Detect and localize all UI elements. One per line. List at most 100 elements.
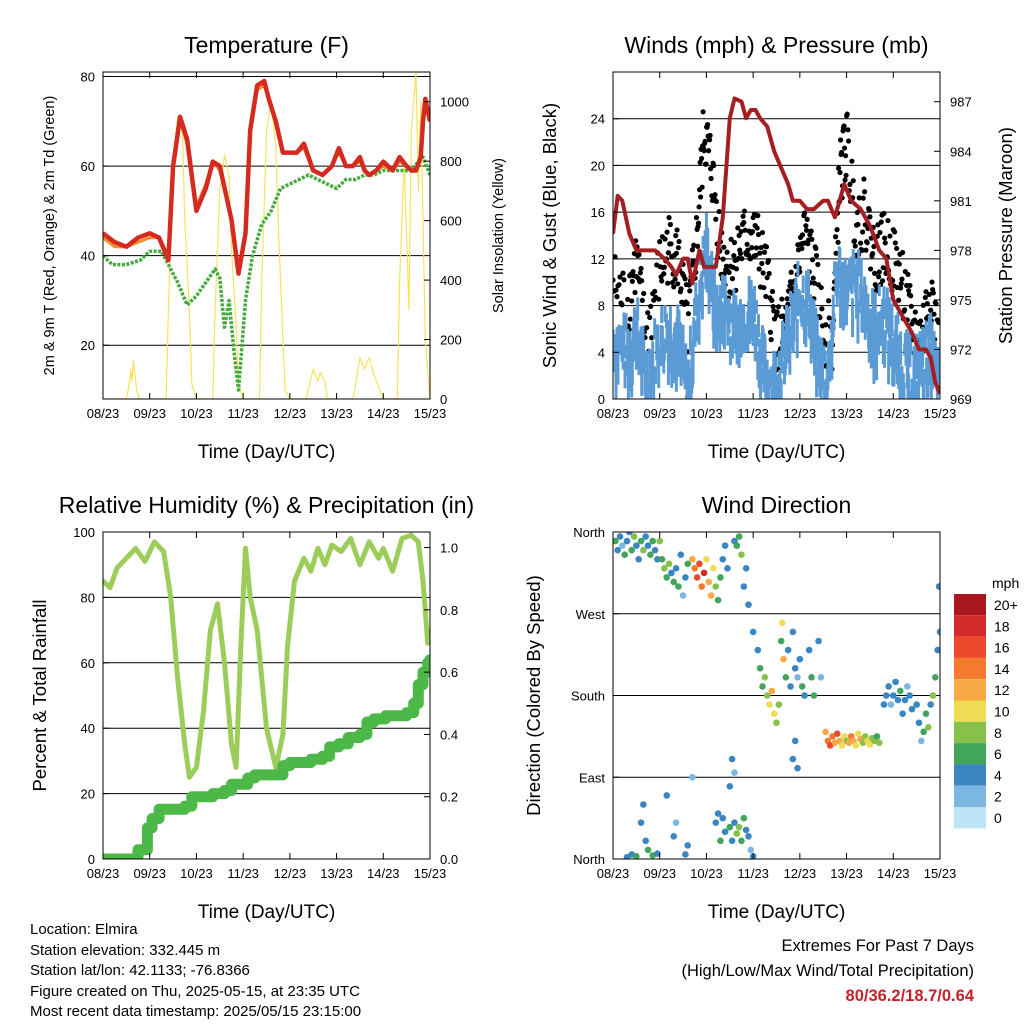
- gust-point: [742, 227, 748, 233]
- gust-point: [866, 207, 872, 213]
- y2-tick-label: 984: [950, 144, 972, 159]
- y-tick-label: 20: [591, 158, 605, 173]
- plot-area: [613, 532, 940, 859]
- gust-point: [661, 271, 667, 277]
- x-tick-label: 10/23: [180, 406, 213, 421]
- gust-point: [739, 256, 745, 262]
- y-tick-label: West: [576, 607, 606, 622]
- gust-point: [867, 214, 873, 220]
- direction-point: [665, 560, 673, 568]
- plot-area: [103, 72, 430, 399]
- gust-point: [665, 280, 671, 286]
- gust-point: [803, 223, 809, 229]
- x-tick-label: 14/23: [367, 406, 400, 421]
- extremes-subtitle: (High/Low/Max Wind/Total Precipitation): [681, 962, 974, 980]
- gust-point: [720, 256, 726, 262]
- gust-point: [849, 158, 855, 164]
- direction-point: [742, 826, 750, 834]
- y-tick-label: North: [573, 525, 605, 540]
- gust-point: [860, 195, 866, 201]
- direction-point: [663, 574, 671, 581]
- gust-point: [632, 289, 638, 296]
- gust-point: [753, 252, 759, 258]
- x-tick-label: 09/23: [643, 866, 676, 881]
- direction-point: [640, 801, 647, 808]
- gust-point: [697, 159, 703, 166]
- direction-point: [714, 596, 722, 604]
- direction-point: [637, 819, 645, 826]
- gust-point: [832, 234, 839, 240]
- gust-point: [845, 127, 851, 133]
- x-axis-label: Time (Day/UTC): [198, 442, 336, 463]
- gust-point: [678, 286, 684, 292]
- gust-point: [687, 288, 693, 294]
- panel-temperature: Temperature (F) 08/23 09/23 10/23 11/23 12/23…: [42, 32, 507, 463]
- direction-point: [654, 850, 661, 857]
- gust-point: [759, 229, 766, 236]
- y-tick-label: East: [579, 770, 605, 785]
- y2-tick-label: 972: [950, 342, 972, 357]
- colorbar-label: 10: [994, 704, 1010, 720]
- direction-point: [745, 601, 752, 608]
- direction-point: [908, 705, 916, 713]
- direction-point: [896, 687, 904, 695]
- y-axis-label: 2m & 9m T (Red, Orange) & 2m Td (Green): [42, 96, 58, 376]
- x-tick-label: 13/23: [830, 406, 863, 421]
- gust-point: [765, 257, 772, 264]
- direction-point: [918, 737, 925, 745]
- gust-point: [749, 245, 755, 251]
- gust-point: [733, 266, 740, 272]
- direction-point: [808, 674, 815, 681]
- gust-point: [928, 307, 934, 313]
- direction-point: [663, 792, 671, 799]
- gust-point: [704, 121, 711, 128]
- gust-point: [673, 250, 679, 256]
- gust-point: [833, 250, 839, 256]
- y-tick-label: 80: [81, 69, 95, 84]
- direction-point: [731, 769, 738, 777]
- gust-point: [648, 303, 654, 309]
- gust-point: [675, 281, 681, 287]
- gust-point: [761, 285, 767, 291]
- gust-point: [867, 266, 874, 272]
- gust-point: [876, 274, 882, 280]
- station-location: Location: Elmira: [30, 921, 138, 938]
- gust-point: [902, 307, 908, 313]
- gust-point: [682, 276, 688, 282]
- gust-point: [842, 153, 849, 159]
- x-axis-label: Time (Day/UTC): [198, 902, 336, 923]
- direction-point: [925, 723, 932, 731]
- gust-point: [665, 250, 671, 256]
- extremes-values: 80/36.2/18.7/0.64: [845, 987, 974, 1005]
- x-tick-label: 11/23: [737, 406, 769, 421]
- gust-point: [706, 137, 713, 143]
- gust-point: [675, 245, 682, 251]
- gust-point: [850, 178, 856, 184]
- gust-point: [775, 304, 782, 310]
- series-line-2m-t: [103, 78, 430, 276]
- y-tick-label: 60: [81, 159, 95, 174]
- colorbar-title: mph: [992, 575, 1019, 591]
- x-tick-label: 08/23: [87, 866, 120, 881]
- direction-point: [784, 646, 792, 654]
- gust-point: [613, 287, 619, 293]
- direction-point: [798, 683, 806, 690]
- direction-point: [644, 846, 652, 854]
- direction-point: [763, 692, 771, 699]
- gust-point: [673, 233, 679, 239]
- gust-point: [652, 288, 658, 295]
- gust-point: [882, 235, 888, 241]
- gust-point: [627, 316, 633, 322]
- gust-point: [852, 243, 858, 249]
- y2-tick-label: 975: [950, 293, 972, 308]
- gust-point: [892, 240, 898, 246]
- gust-point: [684, 300, 690, 306]
- direction-point: [929, 692, 937, 699]
- gust-point: [837, 169, 843, 176]
- direction-point: [927, 701, 934, 708]
- direction-point: [815, 637, 822, 645]
- gust-point: [711, 162, 717, 169]
- gust-point: [872, 270, 878, 276]
- gust-point: [898, 281, 904, 287]
- direction-point: [721, 828, 729, 836]
